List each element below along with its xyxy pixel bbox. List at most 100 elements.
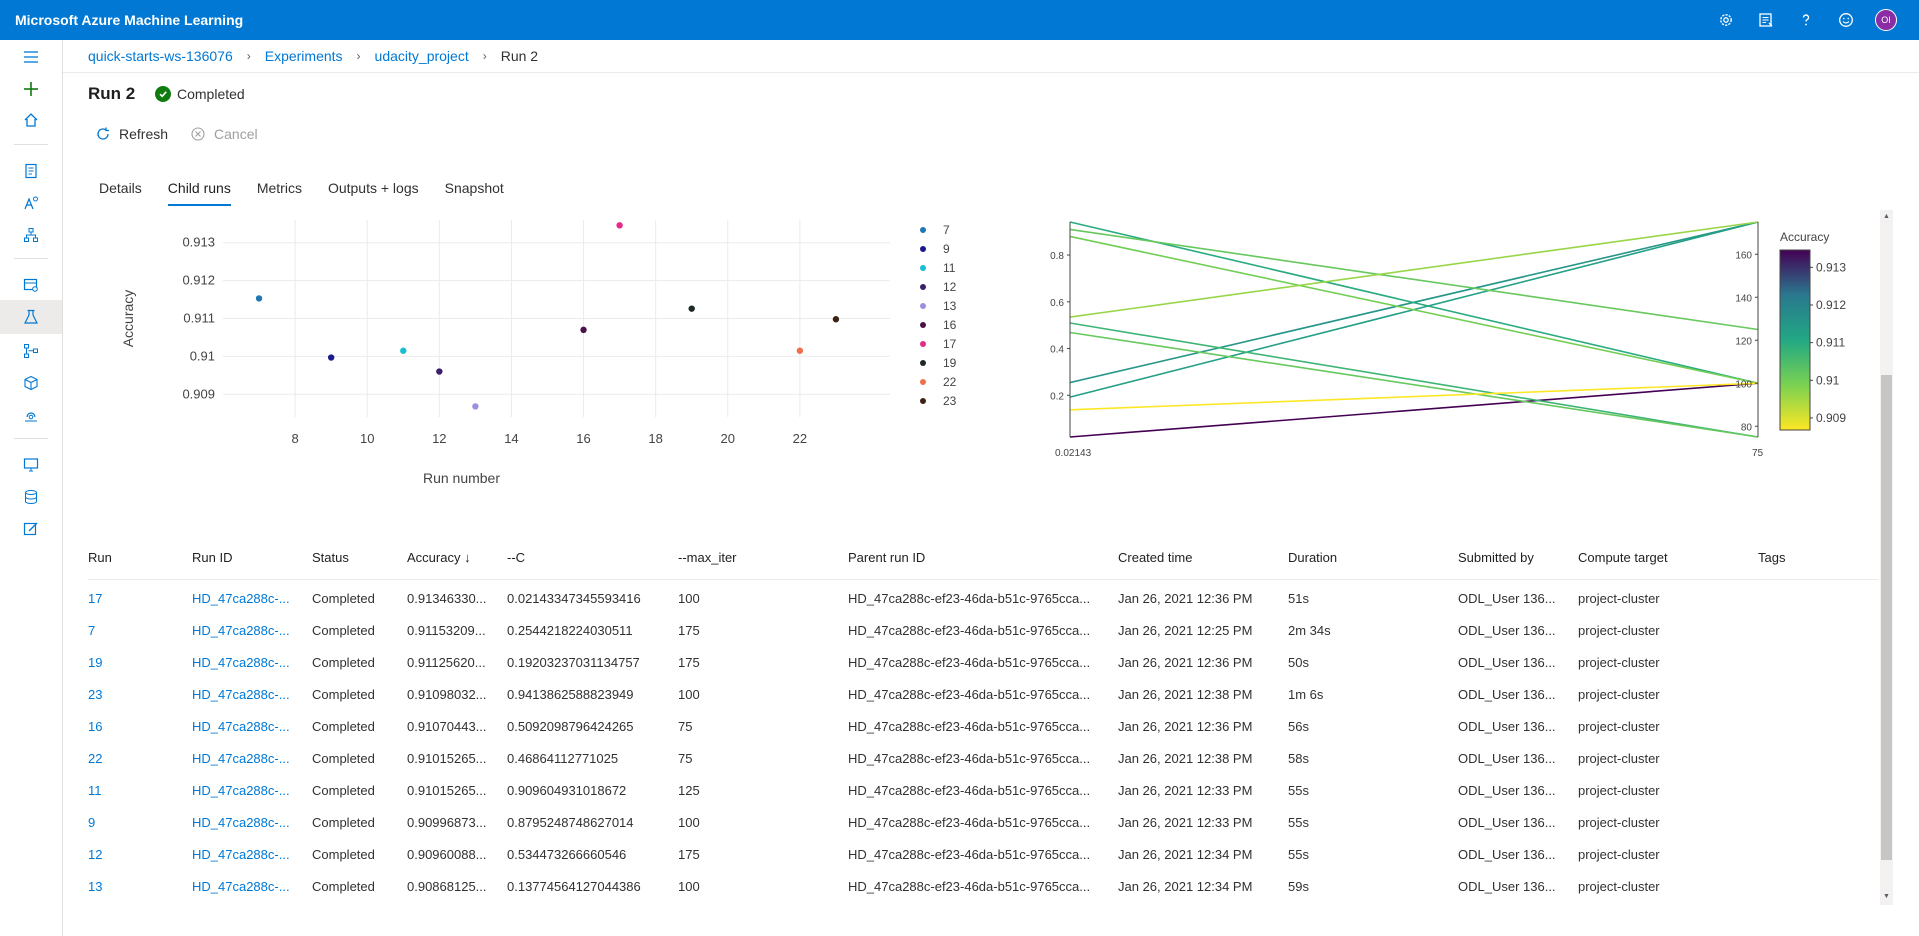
scatter-point-run-22[interactable] <box>796 347 804 354</box>
legend-label[interactable]: 12 <box>943 280 957 294</box>
column-header-run[interactable]: Run <box>88 550 112 565</box>
table-row[interactable]: 22 HD_47ca288c-... Completed 0.91015265... 0… <box>88 743 1878 775</box>
table-row[interactable]: 9 HD_47ca288c-... Completed 0.90996873... 0.… <box>88 807 1878 839</box>
column-header-max-iter[interactable]: --max_iter <box>678 550 737 565</box>
column-header-run-id[interactable]: Run ID <box>192 550 233 565</box>
scrollbar-thumb[interactable] <box>1881 375 1892 860</box>
column-header-created-time[interactable]: Created time <box>1118 550 1193 565</box>
breadcrumb-workspace[interactable]: quick-starts-ws-136076 <box>88 48 233 64</box>
cell-run-id[interactable]: HD_47ca288c-... <box>192 719 290 734</box>
table-row[interactable]: 11 HD_47ca288c-... Completed 0.91015265... 0… <box>88 775 1878 807</box>
cell-run[interactable]: 19 <box>88 655 103 670</box>
scatter-point-run-13[interactable] <box>472 403 479 410</box>
refresh-button[interactable]: Refresh <box>95 126 168 142</box>
feedback-list-icon[interactable] <box>1755 9 1777 31</box>
scroll-down-icon[interactable]: ▼ <box>1883 893 1890 900</box>
home-icon[interactable] <box>20 109 42 131</box>
scrollbar[interactable] <box>1880 210 1893 905</box>
parallel-line[interactable] <box>1069 382 1759 438</box>
cell-run[interactable]: 13 <box>88 879 103 894</box>
hamburger-menu-icon[interactable] <box>20 46 42 68</box>
cell-run-id[interactable]: HD_47ca288c-... <box>192 751 290 766</box>
breadcrumb-experiments[interactable]: Experiments <box>264 48 343 64</box>
tab-details[interactable]: Details <box>99 180 142 196</box>
parallel-line[interactable] <box>1069 221 1759 385</box>
cell-run[interactable]: 17 <box>88 591 103 606</box>
parallel-line[interactable] <box>1069 235 1759 385</box>
scatter-point-run-9[interactable] <box>327 354 335 361</box>
breadcrumb-experiment[interactable]: udacity_project <box>374 48 469 64</box>
column-header-c[interactable]: --C <box>507 550 526 565</box>
tab-metrics[interactable]: Metrics <box>256 180 302 196</box>
cell-run-id[interactable]: HD_47ca288c-... <box>192 879 290 894</box>
table-row[interactable]: 16 HD_47ca288c-... Completed 0.91070443... 0… <box>88 711 1878 743</box>
legend-label[interactable]: 11 <box>943 261 956 275</box>
column-header-accuracy[interactable]: Accuracy ↓ <box>407 550 471 565</box>
datastores-icon[interactable] <box>20 486 42 508</box>
column-header-submitted-by[interactable]: Submitted by <box>1458 550 1534 565</box>
smiley-icon[interactable] <box>1835 9 1857 31</box>
pipelines-icon[interactable] <box>20 340 42 362</box>
table-row[interactable]: 19 HD_47ca288c-... Completed 0.91125620... 0… <box>88 647 1878 679</box>
compute-icon[interactable] <box>20 454 42 476</box>
tab-child-runs[interactable]: Child runs <box>167 180 231 206</box>
legend-label[interactable]: 7 <box>943 223 950 237</box>
legend-label[interactable]: 13 <box>943 299 957 313</box>
scatter-point-run-7[interactable] <box>255 295 263 302</box>
scatter-point-run-19[interactable] <box>688 305 695 312</box>
automl-icon[interactable] <box>20 192 42 214</box>
column-header-parent-run-id[interactable]: Parent run ID <box>848 550 926 565</box>
cell-run[interactable]: 9 <box>88 815 96 830</box>
scatter-point-run-16[interactable] <box>580 326 587 334</box>
scatter-point-run-12[interactable] <box>436 368 443 375</box>
legend-label[interactable]: 16 <box>943 318 957 332</box>
cell-run[interactable]: 12 <box>88 847 103 862</box>
cell-run-id[interactable]: HD_47ca288c-... <box>192 687 290 702</box>
table-row[interactable]: 17 HD_47ca288c-... Completed 0.91346330... 0… <box>88 583 1878 615</box>
scatter-point-run-11[interactable] <box>400 347 407 354</box>
cell-run-id[interactable]: HD_47ca288c-... <box>192 623 290 638</box>
table-row[interactable]: 12 HD_47ca288c-... Completed 0.90960088... 0… <box>88 839 1878 871</box>
cell-run[interactable]: 11 <box>88 783 102 798</box>
notebook-icon[interactable] <box>20 160 42 182</box>
table-row[interactable]: 23 HD_47ca288c-... Completed 0.91098032... 0… <box>88 679 1878 711</box>
cancel-button[interactable]: Cancel <box>190 126 258 142</box>
cell-run-id[interactable]: HD_47ca288c-... <box>192 815 290 830</box>
column-header-compute-target[interactable]: Compute target <box>1578 550 1668 565</box>
data-labeling-icon[interactable] <box>20 518 42 540</box>
parallel-line[interactable] <box>1069 228 1759 331</box>
column-header-duration[interactable]: Duration <box>1288 550 1338 565</box>
avatar[interactable]: OI <box>1875 9 1897 31</box>
legend-label[interactable]: 17 <box>943 337 957 351</box>
cell-run[interactable]: 22 <box>88 751 103 766</box>
legend-label[interactable]: 9 <box>943 242 950 256</box>
scatter-point-run-23[interactable] <box>832 316 840 323</box>
app-title[interactable]: Microsoft Azure Machine Learning <box>15 12 244 28</box>
plus-icon[interactable] <box>20 78 42 100</box>
datasets-icon[interactable] <box>20 274 42 296</box>
parallel-line[interactable] <box>1069 221 1759 318</box>
legend-label[interactable]: 23 <box>943 394 957 408</box>
table-row[interactable]: 13 HD_47ca288c-... Completed 0.90868125... 0… <box>88 871 1878 903</box>
models-icon[interactable] <box>20 372 42 394</box>
parallel-line[interactable] <box>1069 382 1759 411</box>
tab-outputs-logs[interactable]: Outputs + logs <box>327 180 419 196</box>
help-icon[interactable] <box>1795 9 1817 31</box>
column-header-status[interactable]: Status <box>312 550 349 565</box>
parallel-line[interactable] <box>1069 331 1759 438</box>
legend-label[interactable]: 22 <box>943 375 957 389</box>
cell-run-id[interactable]: HD_47ca288c-... <box>192 591 290 606</box>
tab-snapshot[interactable]: Snapshot <box>444 180 504 196</box>
legend-label[interactable]: 19 <box>943 356 957 370</box>
cell-run-id[interactable]: HD_47ca288c-... <box>192 783 290 798</box>
cell-run[interactable]: 7 <box>88 623 96 638</box>
designer-icon[interactable] <box>20 224 42 246</box>
cell-run-id[interactable]: HD_47ca288c-... <box>192 655 290 670</box>
experiments-icon[interactable] <box>0 300 62 334</box>
table-row[interactable]: 7 HD_47ca288c-... Completed 0.91153209... 0.… <box>88 615 1878 647</box>
cell-run[interactable]: 23 <box>88 687 103 702</box>
scroll-up-icon[interactable]: ▲ <box>1883 213 1890 220</box>
cell-run-id[interactable]: HD_47ca288c-... <box>192 847 290 862</box>
parallel-line[interactable] <box>1069 322 1759 438</box>
cell-run[interactable]: 16 <box>88 719 103 734</box>
